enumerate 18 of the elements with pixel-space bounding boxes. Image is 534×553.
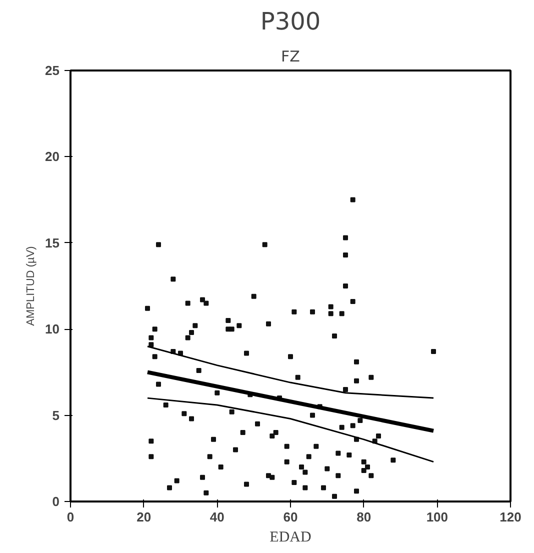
x-tick-label: 60	[283, 510, 298, 524]
x-tick-label: 20	[136, 510, 152, 524]
x-tick-label: 0	[66, 510, 74, 524]
y-tick-label: 0	[52, 494, 60, 509]
x-tick-label: 120	[500, 510, 522, 524]
chart-subtitle: FZ	[281, 48, 300, 66]
line-series	[146, 397, 434, 463]
x-tick-label: 40	[210, 510, 224, 524]
chart-title: P300	[260, 8, 321, 36]
y-tick-label: 20	[45, 149, 60, 164]
y-tick-label: 10	[45, 322, 60, 337]
x-tick-label: 80	[356, 510, 372, 524]
y-axis-title: AMPLITUD (µV)	[25, 246, 38, 326]
y-tick-label: 15	[45, 235, 60, 250]
x-axis-title: EDAD	[270, 530, 312, 546]
y-tick-label: 25	[45, 63, 60, 78]
x-tick-label: 100	[426, 510, 448, 524]
y-tick-label: 5	[52, 408, 60, 423]
